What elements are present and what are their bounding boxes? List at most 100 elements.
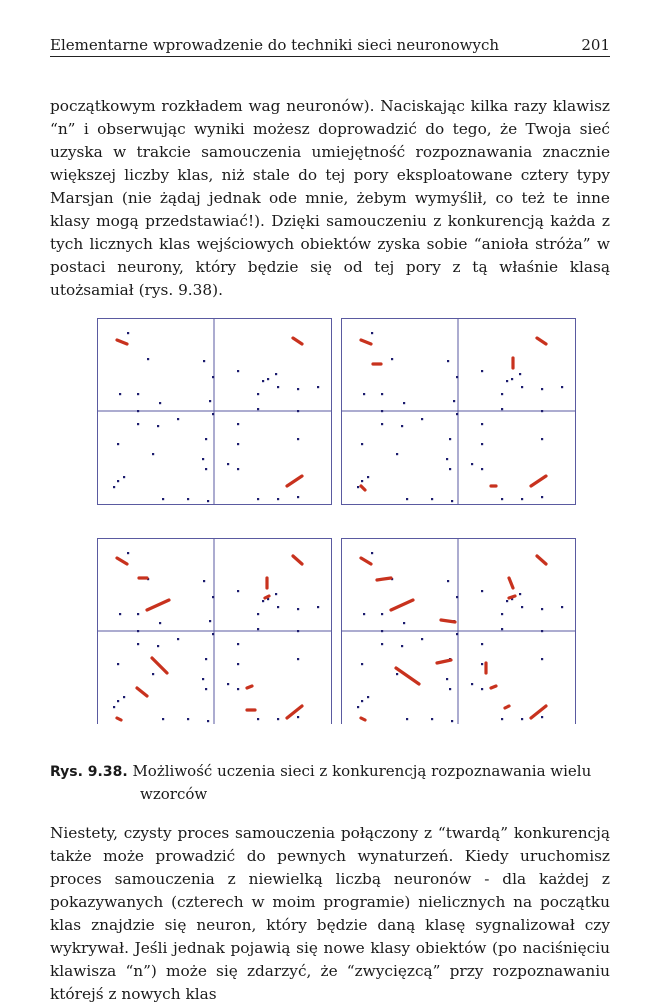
pattern-dot [113, 486, 116, 489]
pattern-dot [117, 700, 120, 703]
pattern-dot [275, 593, 278, 596]
pattern-dot [277, 386, 280, 389]
pattern-dot [297, 716, 300, 719]
pattern-dot [363, 613, 366, 616]
pattern-dot [212, 413, 215, 416]
neuron-trace [359, 716, 367, 722]
pattern-dot [541, 438, 544, 441]
neuron-trace [507, 576, 515, 590]
pattern-dot [561, 386, 564, 389]
neuron-trace [285, 474, 304, 488]
pattern-dot [119, 613, 122, 616]
neuron-trace [115, 556, 129, 566]
pattern-dot [361, 700, 364, 703]
pattern-dot [237, 590, 240, 593]
pattern-dot [501, 613, 504, 616]
pattern-dot [257, 613, 260, 616]
neuron-trace [115, 338, 129, 346]
pattern-dot [391, 358, 394, 361]
neuron-trace [359, 484, 367, 492]
pattern-dot [456, 633, 459, 636]
pattern-dot [481, 423, 484, 426]
pattern-dot [117, 443, 120, 446]
pattern-dot [177, 418, 180, 421]
neuron-trace [359, 338, 373, 346]
pattern-dot [267, 378, 270, 381]
pattern-dot [147, 358, 150, 361]
neuron-trace [535, 336, 548, 346]
pattern-dot [137, 613, 140, 616]
neuron-trace [529, 704, 548, 720]
caption-label: Rys. 9.38. [50, 764, 128, 780]
pattern-dot [521, 498, 524, 501]
neuron-trace [150, 656, 169, 675]
pattern-dot [187, 498, 190, 501]
sim-panel [97, 318, 332, 505]
pattern-dot [367, 476, 370, 479]
pattern-dot [363, 393, 366, 396]
pattern-dot [521, 386, 524, 389]
pattern-dot [207, 500, 210, 503]
pattern-dot [506, 380, 509, 383]
sim-panel [341, 318, 576, 505]
pattern-dot [446, 458, 449, 461]
pattern-dot [449, 688, 452, 691]
pattern-dot [257, 718, 260, 721]
pattern-dot [541, 608, 544, 611]
pattern-dot [456, 413, 459, 416]
pattern-dot [162, 718, 165, 721]
pattern-dot [401, 645, 404, 648]
pattern-dot [561, 606, 564, 609]
pattern-dot [541, 716, 544, 719]
pattern-dot [481, 643, 484, 646]
pattern-dot [521, 718, 524, 721]
neuron-trace [529, 474, 548, 488]
pattern-dot [117, 663, 120, 666]
neuron-trace [389, 598, 415, 612]
pattern-dot [501, 393, 504, 396]
pattern-dot [381, 630, 384, 633]
pattern-dot [456, 596, 459, 599]
neuron-trace [435, 658, 453, 665]
pattern-dot [117, 480, 120, 483]
pattern-dot [421, 418, 424, 421]
pattern-dot [541, 630, 544, 633]
pattern-dot [123, 696, 126, 699]
neuron-trace [263, 594, 271, 600]
pattern-dot [227, 463, 230, 466]
pattern-dot [357, 706, 360, 709]
pattern-dot [127, 552, 130, 555]
pattern-dot [297, 388, 300, 391]
pattern-dot [381, 613, 384, 616]
pattern-dot [471, 463, 474, 466]
pattern-dot [202, 678, 205, 681]
neuron-trace [245, 684, 254, 690]
pattern-dot [361, 663, 364, 666]
caption-line-2: wzorców [140, 785, 208, 803]
figure-9-38 [97, 318, 576, 724]
pattern-dot [501, 718, 504, 721]
pattern-dot [237, 468, 240, 471]
pattern-dot [541, 388, 544, 391]
pattern-dot [209, 620, 212, 623]
pattern-dot [447, 580, 450, 583]
pattern-dot [237, 370, 240, 373]
pattern-dot [381, 423, 384, 426]
pattern-dot [501, 628, 504, 631]
neuron-trace [359, 556, 373, 566]
pattern-dot [205, 468, 208, 471]
pattern-dot [501, 408, 504, 411]
pattern-dot [187, 718, 190, 721]
pattern-dot [297, 630, 300, 633]
pattern-dot [275, 373, 278, 376]
pattern-dot [521, 606, 524, 609]
pattern-dot [127, 332, 130, 335]
figure-caption: Rys. 9.38. Możliwość uczenia sieci z kon… [50, 760, 610, 805]
pattern-dot [262, 380, 265, 383]
pattern-dot [237, 443, 240, 446]
pattern-dot [403, 402, 406, 405]
pattern-dot [519, 593, 522, 596]
neuron-trace [285, 704, 304, 720]
pattern-dot [406, 718, 409, 721]
pattern-dot [297, 608, 300, 611]
